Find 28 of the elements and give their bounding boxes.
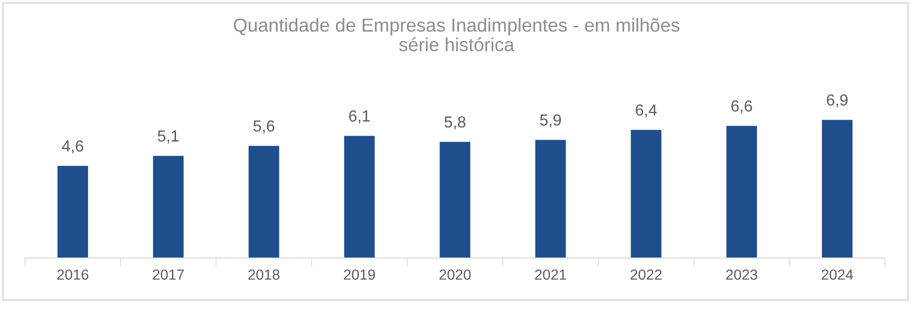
- bar: [630, 130, 662, 258]
- data-label: 5,9: [540, 114, 561, 128]
- bar: [726, 126, 757, 258]
- x-tick-label: 2017: [152, 269, 184, 280]
- x-tick-label: 2022: [630, 269, 662, 280]
- data-label: 5,1: [158, 130, 179, 144]
- data-label: 4,6: [62, 140, 84, 154]
- bar: [248, 146, 280, 258]
- data-label: 6,9: [826, 94, 848, 108]
- x-tick-label: 2020: [440, 269, 471, 280]
- x-tick-label: 2023: [726, 269, 758, 280]
- x-tick-label: 2016: [57, 269, 88, 280]
- data-label: 5,8: [444, 116, 466, 130]
- x-tick-label: 2021: [535, 269, 566, 280]
- data-label: 5,6: [253, 120, 274, 134]
- data-label: 6,4: [636, 104, 657, 118]
- data-label: 6,1: [349, 110, 370, 124]
- data-label: 6,6: [731, 100, 752, 114]
- bar: [535, 140, 566, 258]
- x-tick-label: 2024: [822, 269, 854, 280]
- x-tick-label: 2018: [248, 269, 280, 280]
- bar: [57, 166, 88, 258]
- bar: [344, 136, 375, 258]
- bar: [153, 156, 184, 258]
- chart-title: Quantidade de Empresas Inadimplentes - em milhões série histórica: [234, 18, 680, 52]
- bar: [440, 142, 470, 258]
- bar: [822, 120, 853, 258]
- x-tick-label: 2019: [344, 269, 375, 280]
